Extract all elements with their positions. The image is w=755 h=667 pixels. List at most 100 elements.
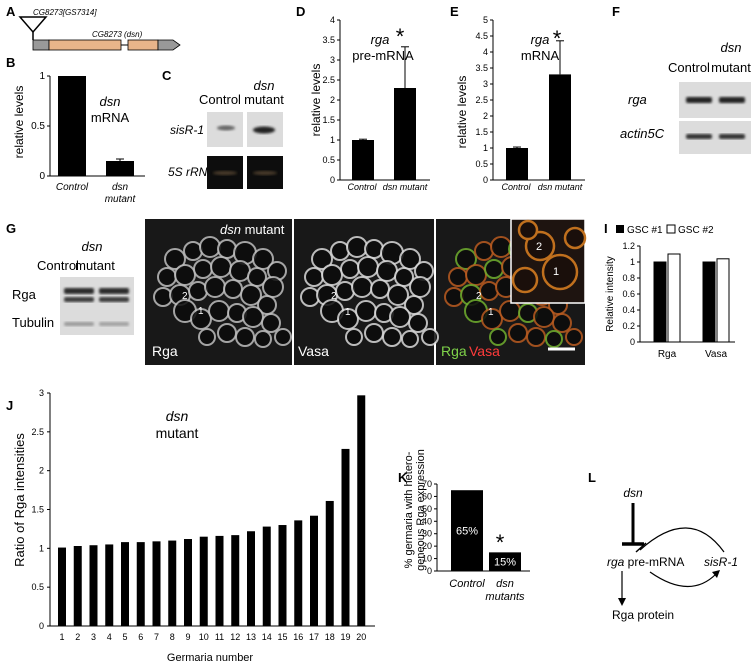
j-ytick-label: 1.5: [31, 505, 44, 515]
panel-d: D relative levels 00.511.522.533.54 rga …: [296, 4, 430, 192]
f-col-control: Control: [668, 60, 710, 75]
cellsMerge-cell-outline: [508, 323, 528, 343]
utr-5: [32, 39, 50, 51]
j-bar: [184, 539, 192, 626]
f-band-rga-control: [686, 97, 712, 103]
chartE-ytick-label: 0.5: [475, 159, 488, 169]
cellsRga-cell-outline: [193, 259, 213, 279]
c-col-control: Control: [199, 92, 241, 107]
i-ylabel: Relative intensity: [605, 256, 616, 332]
chartD-ytick-label: 3.5: [322, 35, 335, 45]
i-legend-2: GSC #2: [678, 225, 714, 236]
c-rrna-band-control: [213, 171, 237, 175]
gene-label: CG8273 (dsn): [92, 30, 143, 39]
panel-letter-j: J: [6, 398, 13, 413]
panel-i: I GSC #1 GSC #2 Relative intensity 00.20…: [604, 221, 735, 360]
chartE-ytick-label: 4.5: [475, 31, 488, 41]
cellsVasa-cell-outline: [304, 267, 324, 287]
cellsVasa-cell-outline: [421, 328, 439, 346]
j-xtick-label: 20: [356, 632, 366, 642]
cellsMerge-cell-outline: [484, 259, 504, 279]
chartK-ytick-label: 30: [422, 529, 432, 539]
cellsRga-cell-outline: [217, 323, 237, 343]
chartE-ytick-label: 4: [483, 47, 488, 57]
cellsVasa-cell-outline: [321, 264, 343, 286]
cellsRga-cell-outline: [157, 267, 177, 287]
g-col-control: Control: [37, 258, 79, 273]
panel-a: A CG8273[GS7314] CG8273 (dsn): [6, 4, 181, 51]
chartE-ytick-label: 3.5: [475, 63, 488, 73]
i-ytick-label: 0.8: [622, 273, 635, 283]
c-row-5s: 5S rRNA: [168, 165, 215, 179]
cellsRga-cell-outline: [242, 306, 264, 328]
panel-letter-k: K: [398, 470, 408, 485]
b-xlabel-control: Control: [56, 182, 89, 193]
j-ylabel: Ratio of Rga intensities: [12, 433, 27, 567]
e-significance-star: *: [553, 26, 562, 51]
panel-letter-f: F: [612, 4, 620, 19]
cellsRga-cell-outline: [208, 300, 230, 322]
j-bar: [310, 515, 318, 626]
chartD-ytick-label: 1.5: [322, 115, 335, 125]
f-band-rga-mutant: [719, 97, 745, 103]
j-xtick-label: 16: [293, 632, 303, 642]
chartE-ytick-label: 1: [483, 143, 488, 153]
cellsRga-cell-outline: [174, 264, 196, 286]
j-bar: [278, 525, 287, 626]
g-row-rga: Rga: [12, 287, 37, 302]
l-arc-head-sisr: [712, 570, 720, 578]
j-xlabel: Germaria number: [167, 652, 254, 664]
cellsVasa-cell-outline: [389, 306, 411, 328]
j-xtick-label: 15: [277, 632, 287, 642]
cellsRga-cell-outline: [274, 328, 292, 346]
j-bar: [294, 520, 303, 626]
e-xlabel-mutant: dsn mutant: [538, 182, 583, 192]
b-title-2: mRNA: [91, 110, 130, 125]
i-ytick-label: 0.2: [622, 321, 635, 331]
g-row-tubulin: Tubulin: [12, 315, 54, 330]
cellsVasa-cell-outline: [370, 279, 390, 299]
i-bar-gsc1: [702, 261, 716, 343]
i-legend-swatch-2: [666, 224, 676, 234]
panel-l: L dsn rga pre-mRNA sisR-1 Rga protein: [588, 470, 738, 622]
j-xtick-label: 8: [170, 632, 175, 642]
insertion-label: CG8273[GS7314]: [33, 8, 97, 17]
g-col-dsn: dsn: [82, 239, 103, 254]
panel-letter-c: C: [162, 68, 172, 83]
j-bar: [231, 535, 240, 626]
i-chart: 0 0.2 0.4 0.6 0.8 1 1.2 Rga Vasa: [622, 241, 735, 360]
l-arc-inhibit-tip: [635, 542, 647, 553]
chartE-ytick-label: 2.5: [475, 95, 488, 105]
b-xlabel-dsn: dsn: [112, 182, 129, 193]
cellsMerge-cell-outline: [448, 267, 468, 287]
c-col-mutant: mutant: [244, 92, 284, 107]
chartD-ytick-label: 1: [330, 135, 335, 145]
l-node-rga-pre-mrna: rga pre-mRNA: [607, 555, 684, 569]
l-arrow-head-protein: [618, 598, 626, 606]
k-ylabel-2: geneous Rga expression: [415, 449, 427, 571]
j-xtick-label: 19: [340, 632, 350, 642]
j-bar: [89, 545, 98, 626]
j-xtick-label: 12: [230, 632, 240, 642]
j-xtick-label: 10: [199, 632, 209, 642]
chartK-ytick-label: 40: [422, 516, 432, 526]
l-node-sisr1: sisR-1: [704, 555, 738, 569]
chartD-ytick-label: 2: [330, 95, 335, 105]
b-ylabel: relative levels: [12, 86, 26, 159]
cellsRga-cell-outline: [223, 279, 243, 299]
j-title-2: mutant: [156, 425, 199, 441]
cellsRga-cell-outline: [235, 327, 255, 347]
chartK-ytick-label: 10: [422, 554, 432, 564]
k-xlabel-dsn: dsn: [496, 578, 514, 590]
cellsVasa-cell-outline: [355, 300, 377, 322]
f-band-actin-mutant: [719, 134, 745, 139]
h-rga-cell-1: 1: [198, 306, 204, 317]
chartK-value-label: 15%: [494, 557, 516, 569]
f-col-mutant: mutant: [711, 60, 751, 75]
h-inset-cells: [511, 219, 587, 294]
cellsMerge-cell-outline: [490, 236, 512, 258]
chartD-bar: [352, 140, 374, 180]
chartD-bar: [394, 88, 416, 180]
cellsVasa-cell-outline: [408, 313, 428, 333]
chartE-ytick-label: 2: [483, 111, 488, 121]
